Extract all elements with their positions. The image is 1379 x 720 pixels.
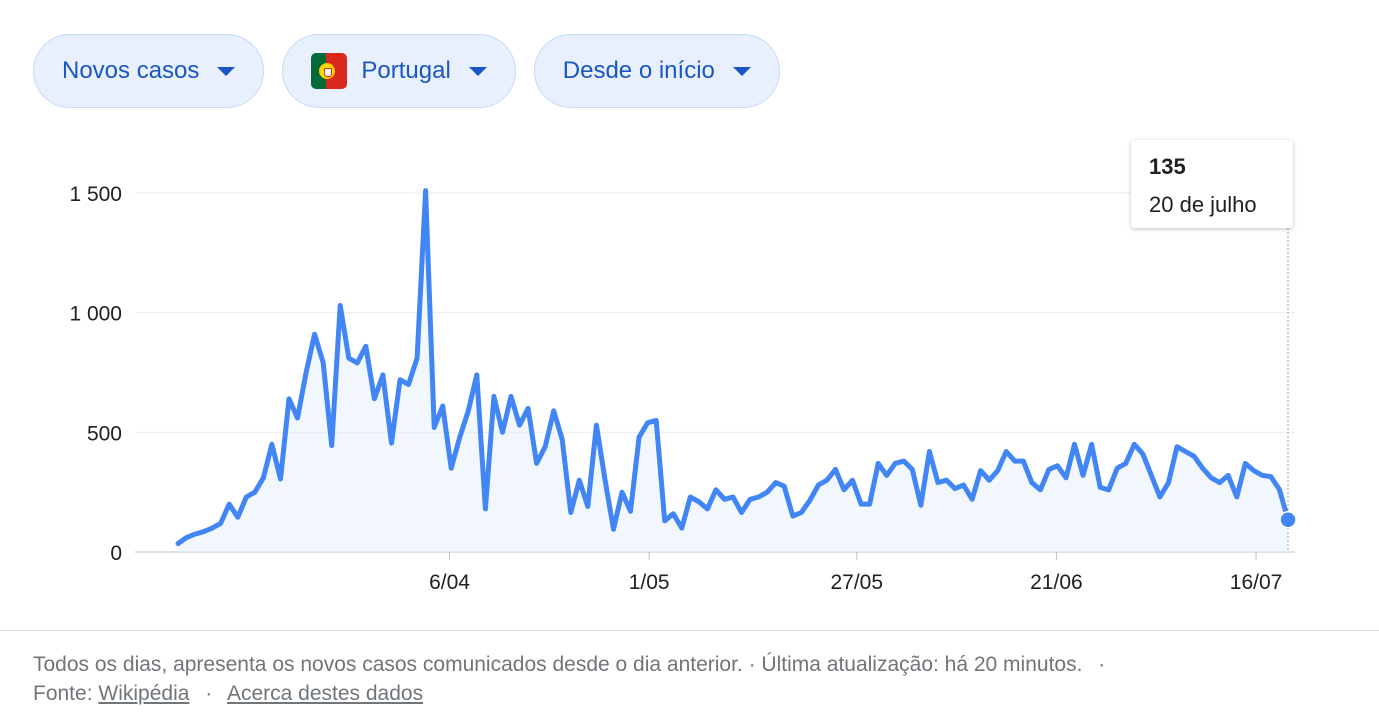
range-dropdown[interactable]: Desde o início — [533, 34, 780, 108]
country-dropdown-label: Portugal — [361, 57, 451, 84]
country-dropdown[interactable]: Portugal — [282, 34, 516, 108]
x-tick-label: 21/06 — [1030, 571, 1083, 594]
range-dropdown-label: Desde o início — [562, 57, 715, 84]
x-tick-label: 1/05 — [629, 571, 670, 594]
about-data-link[interactable]: Acerca destes dados — [226, 682, 424, 705]
footer: Todos os dias, apresenta os novos casos … — [33, 650, 1353, 708]
y-axis-labels: 0 500 1 000 1 500 — [69, 183, 122, 565]
y-tick-label: 0 — [110, 542, 122, 565]
portugal-flag-icon — [311, 53, 348, 89]
footer-description: Todos os dias, apresenta os novos casos … — [33, 653, 1083, 676]
y-tick-label: 1 500 — [69, 183, 122, 206]
divider — [0, 630, 1379, 631]
metric-dropdown[interactable]: Novos casos — [33, 34, 265, 108]
metric-dropdown-label: Novos casos — [62, 57, 200, 84]
wikipedia-link[interactable]: Wikipédia — [98, 682, 190, 705]
x-tick-label: 6/04 — [429, 571, 470, 594]
chevron-down-icon — [217, 66, 236, 76]
footer-separator: · — [1098, 653, 1106, 676]
highlight-point[interactable] — [1279, 510, 1297, 529]
cases-chart[interactable]: 0 500 1 000 1 500 6/04 1/05 27/05 21/06 16/07 — [0, 130, 1379, 600]
chevron-down-icon — [468, 66, 487, 76]
chevron-down-icon — [732, 66, 751, 76]
source-label: Fonte: — [33, 682, 93, 705]
x-axis-labels: 6/04 1/05 27/05 21/06 16/07 — [429, 552, 1282, 594]
x-tick-label: 16/07 — [1230, 571, 1283, 594]
y-tick-label: 1 000 — [69, 303, 122, 326]
tooltip-value: 135 — [1149, 154, 1186, 179]
footer-separator: · — [205, 682, 213, 705]
filter-bar: Novos casos Portugal Desde o início — [33, 34, 780, 108]
tooltip-date: 20 de julho — [1149, 192, 1257, 217]
series-line — [175, 188, 1291, 547]
chart-tooltip: 135 20 de julho — [1131, 140, 1293, 228]
x-tick-label: 27/05 — [830, 571, 883, 594]
y-tick-label: 500 — [87, 422, 122, 445]
